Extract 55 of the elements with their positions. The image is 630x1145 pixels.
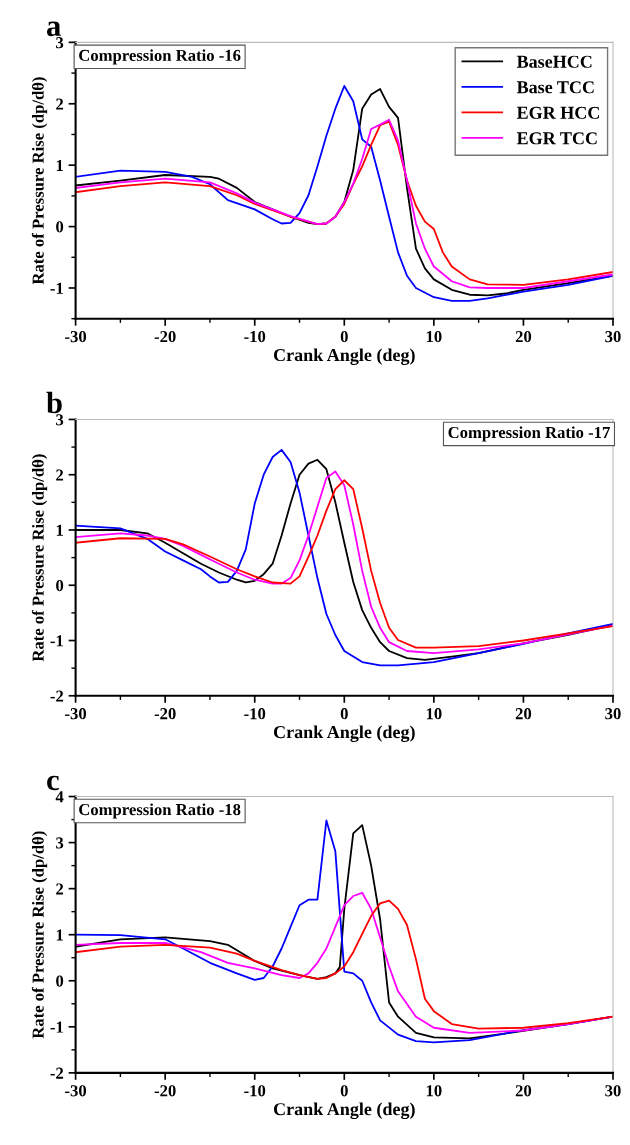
y-tick-label: 2 [56,883,64,895]
y-tick-label: 4 [55,791,64,803]
x-tick-label: 10 [426,1085,442,1097]
y-tick-label: 3 [56,37,64,49]
x-tick-label: 30 [605,330,621,343]
x-tick-label: 20 [515,1085,532,1097]
x-tick-label: -10 [244,330,266,343]
annotation: Compression Ratio -17 [448,426,610,442]
y-tick-label: -1 [50,282,63,294]
y-tick-label: -2 [50,1067,64,1079]
legend-label: EGR TCC [516,132,597,145]
y-tick-label: 0 [56,579,64,592]
y-axis-title: Rate of Pressure Rise (dp/dθ) [31,831,48,1039]
chart-title: a [47,21,61,37]
y-tick-label: 3 [56,414,64,426]
y-tick-label: 2 [56,469,64,481]
x-tick-label: 0 [340,330,348,343]
x-tick-label: 10 [426,708,442,720]
y-tick-label: 0 [56,221,64,233]
y-tick-label: 0 [56,975,64,987]
y-axis-title: Rate of Pressure Rise (dp/dθ) [31,454,48,662]
y-tick-label: -1 [50,635,63,647]
legend-label: EGR HCC [516,106,599,119]
legend-label: Base TCC [516,81,594,94]
x-tick-label: -10 [244,1085,266,1097]
y-tick-label: 1 [56,524,63,536]
x-tick-label: -20 [154,708,176,720]
x-tick-label: -20 [154,1085,176,1097]
x-tick-label: -30 [65,1085,87,1097]
x-tick-label: -30 [65,708,87,720]
x-tick-label: 0 [340,1085,348,1097]
x-axis-title: Crank Angle (deg) [273,725,415,742]
x-tick-label: 20 [515,708,532,720]
annotation: Compression Ratio -18 [79,803,241,819]
y-axis-title: Rate of Pressure Rise (dp/dθ) [31,77,48,285]
x-tick-label: -10 [244,708,266,720]
y-tick-label: -2 [50,690,64,702]
x-tick-label: -20 [154,330,176,343]
legend-label: BaseHCC [516,55,592,68]
x-tick-label: -30 [65,330,87,343]
chart-title: b [46,391,62,414]
annotation: Compression Ratio -16 [79,49,241,65]
y-tick-label: 2 [56,98,64,110]
x-tick-label: 20 [515,330,532,343]
y-tick-label: 3 [56,837,64,849]
x-axis-title: Crank Angle (deg) [273,348,415,365]
y-tick-label: 1 [56,929,63,941]
chart-title: c [47,775,59,791]
x-tick-label: 30 [605,708,621,720]
x-axis-title: Crank Angle (deg) [273,1102,415,1120]
x-tick-label: 0 [340,708,348,720]
y-tick-label: 1 [56,159,63,171]
x-tick-label: 30 [605,1085,621,1097]
y-tick-label: -1 [50,1021,63,1033]
x-tick-label: 10 [426,330,442,343]
